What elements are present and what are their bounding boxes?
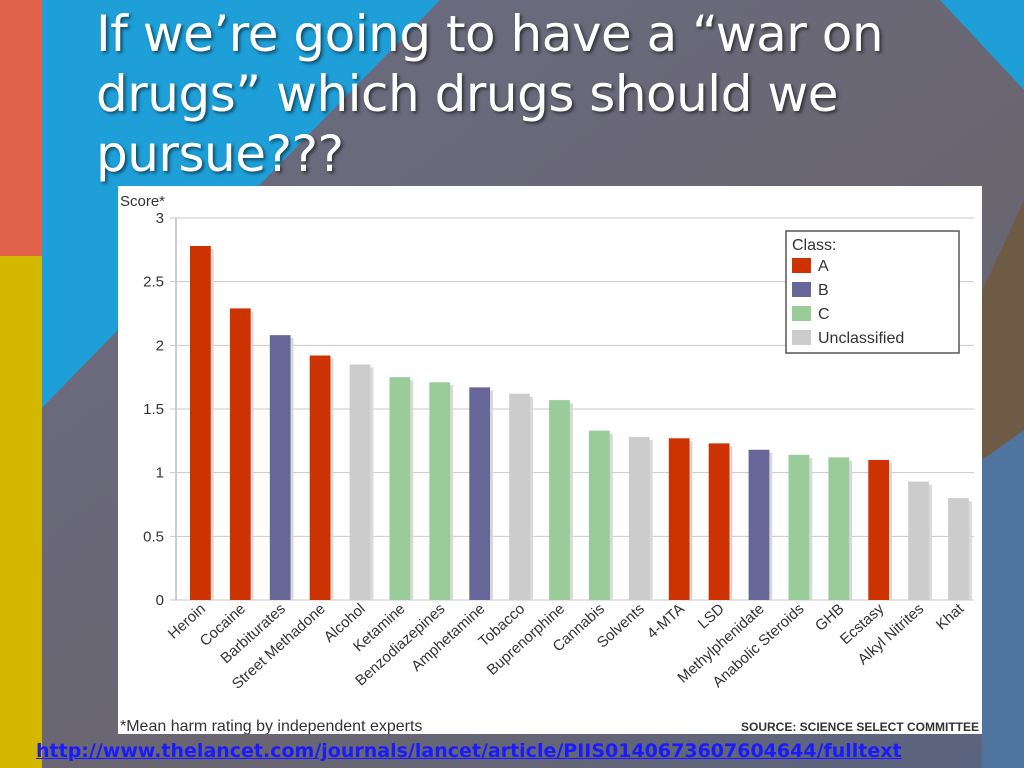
blue-lower-shape (982, 430, 1024, 768)
legend-swatch (792, 282, 811, 297)
legend-label: A (818, 258, 829, 275)
y-tick-label: 0 (156, 592, 164, 609)
legend-swatch (792, 330, 811, 345)
bar-anabolic-steroids (788, 454, 810, 600)
legend-swatch (792, 306, 811, 321)
source-link[interactable]: http://www.thelancet.com/journals/lancet… (36, 740, 902, 762)
bar-ecstasy (868, 459, 890, 600)
blue-corner-shape (940, 0, 1024, 90)
bar-4-mta (668, 438, 690, 600)
y-axis-label: Score* (120, 193, 165, 210)
bar-khat (948, 498, 969, 600)
y-tick-label: 2 (156, 337, 164, 354)
bar-street-methadone (309, 355, 331, 600)
bar-chart: 0 0.5 1 1.5 2 2.5 3 HeroinCocaineBarbituratesS… (120, 193, 979, 734)
chart-source: SOURCE: SCIENCE SELECT COMMITTEE (741, 720, 979, 734)
bar-cannabis (589, 430, 610, 600)
bar-solvents (628, 437, 650, 600)
legend-box (785, 230, 960, 354)
bar-amphetamine (469, 387, 491, 600)
legend-label: Unclassified (818, 330, 904, 347)
y-tick-label: 1.5 (143, 401, 164, 418)
bar-cocaine (229, 308, 251, 600)
x-tick-label: Khat (933, 600, 968, 634)
bar-ghb (828, 457, 850, 600)
bar-heroin (190, 246, 211, 600)
chart-panel: 0 0.5 1 1.5 2 2.5 3 Heroin Cocaine Barbiturates S… (118, 186, 982, 734)
legend-swatch (792, 258, 811, 273)
y-tick-labels: 0 0.5 1 1.5 2 2.5 3 (143, 210, 164, 609)
bar-alkyl-nitrites (908, 481, 929, 600)
x-tick-label: 4-MTA (644, 600, 688, 642)
bar-buprenorphine (549, 400, 570, 600)
bar-alcohol (349, 364, 371, 600)
yellow-side-bar (0, 256, 42, 768)
x-tick-label: LSD (695, 600, 728, 632)
chart-footnote: *Mean harm rating by independent experts (120, 718, 422, 734)
bar-tobacco (509, 393, 530, 600)
legend: Class: ABC Unclassified (785, 230, 960, 354)
bar-ketamine (389, 377, 411, 600)
slide-title: If we’re going to have a “war on drugs” … (96, 5, 884, 183)
bar-lsd (708, 443, 730, 600)
orange-side-bar (0, 0, 42, 256)
legend-label: B (818, 282, 829, 299)
y-tick-label: 1 (156, 465, 164, 482)
y-tick-label: 0.5 (143, 528, 164, 545)
bars (190, 246, 972, 600)
bar-barbiturates (269, 335, 291, 600)
bar-benzodiazepines (429, 382, 451, 600)
legend-label: C (818, 306, 830, 323)
bar-methylphenidate (748, 449, 770, 600)
legend-title: Class: (792, 237, 836, 254)
y-tick-label: 2.5 (143, 274, 164, 291)
y-tick-label: 3 (156, 210, 164, 227)
